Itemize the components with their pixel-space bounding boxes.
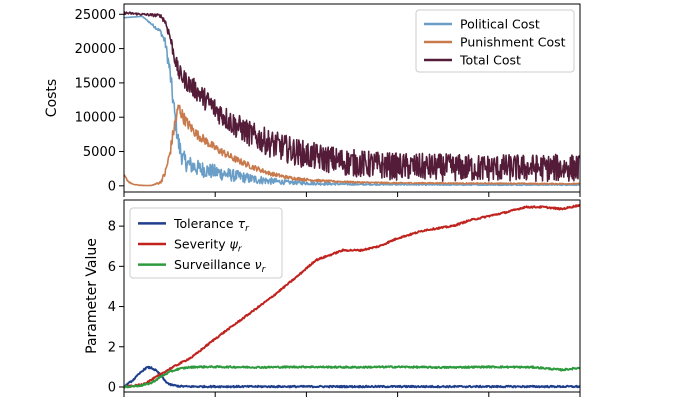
y-tick-label: 2 [108,340,116,355]
chart-panel-2: 0 2 4 6 8 Parameter Value Tolerance τr Severity… [84,199,581,397]
series-group [124,11,580,187]
y-tick-label: 8 [108,220,116,235]
y-tick-label: 6 [108,260,116,275]
legend-label: Surveillance νr [174,257,267,275]
legend-label: Tolerance τr [173,216,250,234]
series-line-severity [124,203,580,389]
series-line-political-cost [124,15,580,187]
series-line-surveillance [124,365,580,389]
y-tick-label: 0 [108,179,116,194]
series-line-total-cost [124,11,580,183]
legend: Political Cost Punishment Cost Total Cost [415,9,575,73]
series-group [124,203,580,389]
legend-box [415,9,575,73]
y-tick-label: 20000 [75,42,116,57]
y-axis-label: Parameter Value [84,238,100,354]
legend-label: Punishment Cost [460,35,566,50]
y-tick-label: 5000 [83,145,116,160]
chart-panel-1: 0 5000 10000 15000 20000 25000 Costs Political … [44,3,581,197]
legend-box [129,207,283,279]
legend-label: Political Cost [460,17,540,32]
series-line-tolerance [124,365,580,389]
y-tick-label: 4 [108,300,116,315]
legend-label: Severity ψr [174,237,243,255]
series-line-punishment-cost [124,104,580,187]
axes-frame [123,199,581,393]
legend-label: Total Cost [459,53,521,68]
y-tick-label: 15000 [75,76,116,91]
legend: Tolerance τr Severity ψr Surveillance νr [129,207,283,279]
axes-frame [123,3,581,193]
y-tick-label: 25000 [75,8,116,23]
y-tick-label: 0 [108,380,116,395]
y-axis-label: Costs [44,79,60,117]
y-tick-label: 10000 [75,111,116,126]
